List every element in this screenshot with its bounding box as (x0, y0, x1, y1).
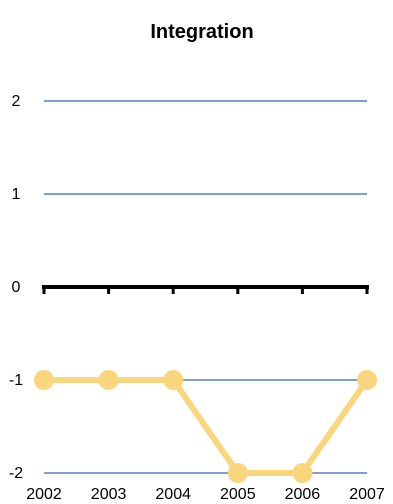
y-tick-label: -2 (9, 465, 23, 482)
series-layer (34, 370, 377, 483)
x-tick-label: 2007 (349, 486, 385, 503)
y-tick-label: 1 (12, 186, 21, 203)
y-tick-label: 2 (12, 93, 21, 110)
data-point-2004 (163, 370, 184, 390)
x-tick-label: 2005 (220, 486, 256, 503)
series-line (41, 377, 370, 476)
data-point-2005 (227, 463, 248, 483)
y-axis-tick-labels: 2 1 0 -1 -2 (9, 93, 23, 482)
chart-title: Integration (150, 21, 253, 43)
x-tick-label: 2004 (155, 486, 191, 503)
data-point-2003 (98, 370, 119, 390)
x-axis-tick-labels: 2002 2003 2004 2005 2006 2007 (26, 486, 385, 503)
data-point-2007 (357, 370, 377, 390)
x-tick-label: 2006 (285, 486, 321, 503)
x-tick-label: 2002 (26, 486, 62, 503)
y-tick-label: 0 (12, 279, 21, 296)
zero-axis (42, 285, 369, 294)
y-tick-label: -1 (9, 372, 23, 389)
data-point-2006 (292, 463, 313, 483)
x-tick-label: 2003 (91, 486, 127, 503)
data-point-2002 (34, 370, 54, 390)
